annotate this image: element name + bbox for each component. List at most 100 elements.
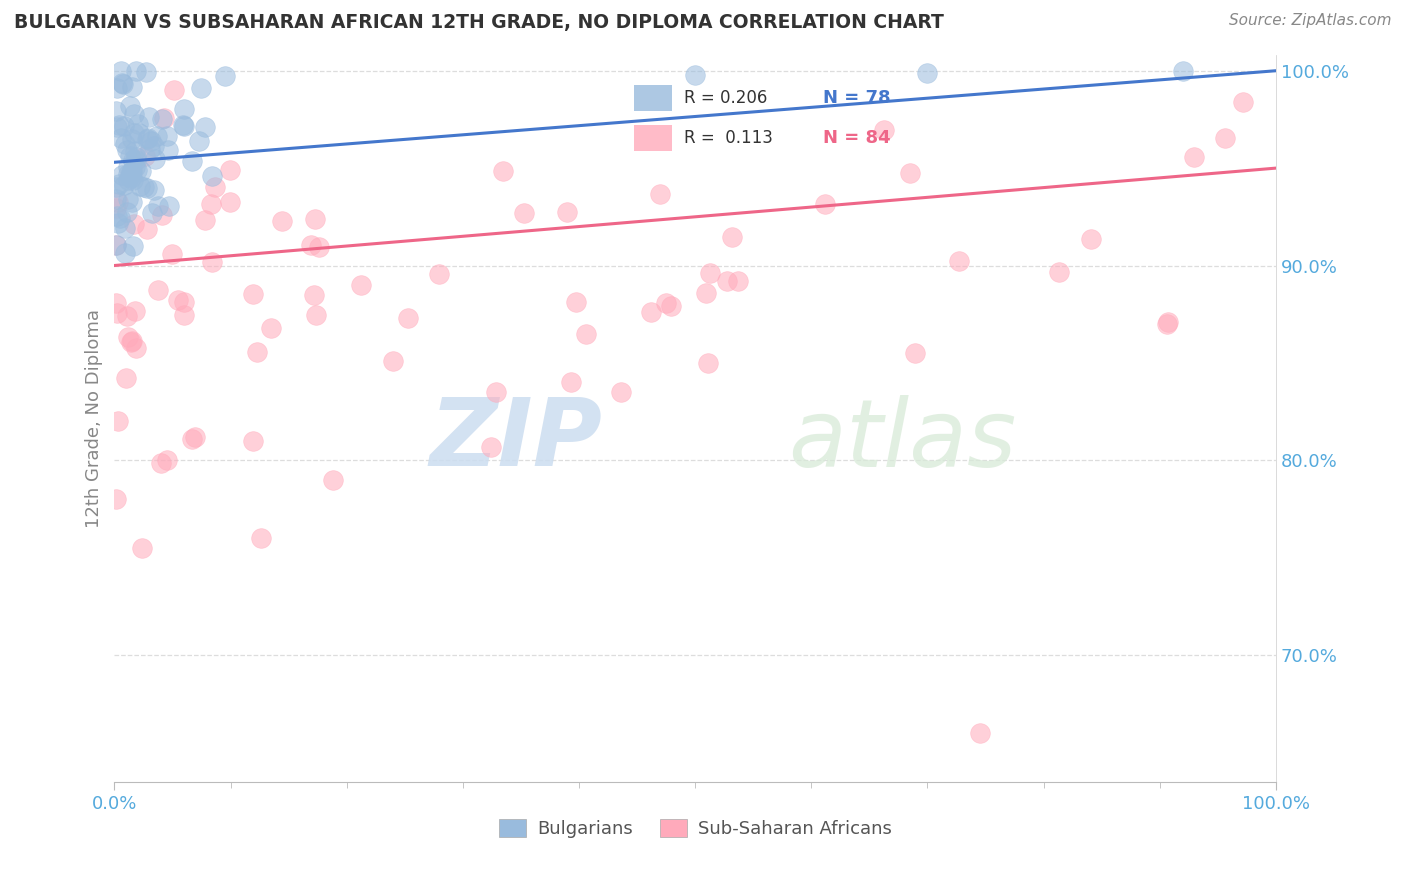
- Point: [110, 130, 132, 145]
- Point: [969, 726, 991, 740]
- Point: [492, 164, 515, 178]
- Point: [181, 432, 204, 446]
- Point: [299, 238, 322, 252]
- Point: [117, 160, 139, 174]
- Point: [143, 152, 166, 166]
- Point: [640, 305, 662, 319]
- Text: Source: ZipAtlas.com: Source: ZipAtlas.com: [1229, 13, 1392, 29]
- Point: [121, 80, 143, 95]
- Point: [163, 83, 186, 97]
- Point: [122, 107, 145, 121]
- Point: [122, 126, 145, 140]
- Point: [381, 354, 404, 368]
- Point: [695, 286, 717, 301]
- Point: [105, 104, 128, 119]
- Point: [135, 181, 157, 195]
- Point: [104, 180, 127, 194]
- Point: [1156, 317, 1178, 331]
- Point: [127, 117, 149, 131]
- Point: [141, 134, 163, 148]
- Point: [124, 145, 146, 159]
- Point: [117, 172, 139, 186]
- Point: [1171, 63, 1194, 78]
- Point: [122, 217, 145, 231]
- Point: [1080, 231, 1102, 245]
- Point: [148, 199, 170, 213]
- Point: [181, 154, 204, 169]
- Point: [716, 275, 738, 289]
- Point: [655, 296, 678, 310]
- Point: [172, 118, 194, 132]
- Point: [157, 199, 180, 213]
- Point: [104, 193, 127, 207]
- Point: [249, 531, 271, 545]
- Point: [125, 163, 148, 178]
- Point: [167, 293, 190, 307]
- Point: [112, 119, 135, 133]
- Point: [560, 376, 582, 390]
- Point: [112, 78, 135, 92]
- Point: [204, 180, 226, 194]
- Point: [114, 245, 136, 260]
- Point: [194, 120, 217, 134]
- Point: [187, 134, 209, 148]
- Point: [610, 385, 633, 400]
- Point: [557, 204, 579, 219]
- Point: [156, 143, 179, 157]
- Point: [156, 128, 179, 143]
- Point: [125, 153, 148, 168]
- Point: [696, 356, 718, 370]
- Point: [111, 76, 134, 90]
- Point: [242, 286, 264, 301]
- Point: [107, 177, 129, 191]
- Point: [110, 63, 132, 78]
- Point: [898, 166, 921, 180]
- Point: [120, 334, 142, 349]
- Point: [129, 163, 152, 178]
- Point: [565, 294, 588, 309]
- Point: [138, 111, 160, 125]
- Point: [125, 150, 148, 164]
- Point: [136, 131, 159, 145]
- Point: [683, 68, 706, 82]
- Point: [150, 112, 173, 126]
- Point: [479, 440, 502, 454]
- Point: [1213, 131, 1236, 145]
- Text: BULGARIAN VS SUBSAHARAN AFRICAN 12TH GRADE, NO DIPLOMA CORRELATION CHART: BULGARIAN VS SUBSAHARAN AFRICAN 12TH GRA…: [14, 13, 943, 32]
- Point: [218, 163, 240, 178]
- Point: [173, 308, 195, 322]
- Point: [146, 128, 169, 143]
- Point: [173, 119, 195, 133]
- Point: [873, 123, 896, 137]
- Point: [396, 310, 419, 325]
- Point: [142, 183, 165, 197]
- Point: [304, 287, 326, 301]
- Point: [246, 345, 269, 359]
- Point: [194, 212, 217, 227]
- Point: [134, 149, 156, 163]
- Text: atlas: atlas: [789, 394, 1017, 486]
- Point: [136, 221, 159, 235]
- Point: [350, 277, 373, 292]
- Point: [142, 139, 165, 153]
- Point: [104, 201, 127, 215]
- Point: [105, 209, 128, 223]
- Point: [120, 164, 142, 178]
- Point: [117, 167, 139, 181]
- Point: [1182, 150, 1205, 164]
- Point: [814, 196, 837, 211]
- Point: [727, 274, 749, 288]
- Point: [575, 326, 598, 341]
- Point: [214, 69, 236, 83]
- Point: [107, 216, 129, 230]
- Point: [115, 205, 138, 219]
- Point: [124, 304, 146, 318]
- Point: [120, 170, 142, 185]
- Point: [200, 197, 222, 211]
- Point: [107, 195, 129, 210]
- Point: [219, 194, 242, 209]
- Point: [162, 247, 184, 261]
- Point: [156, 453, 179, 467]
- Point: [184, 430, 207, 444]
- Point: [114, 136, 136, 151]
